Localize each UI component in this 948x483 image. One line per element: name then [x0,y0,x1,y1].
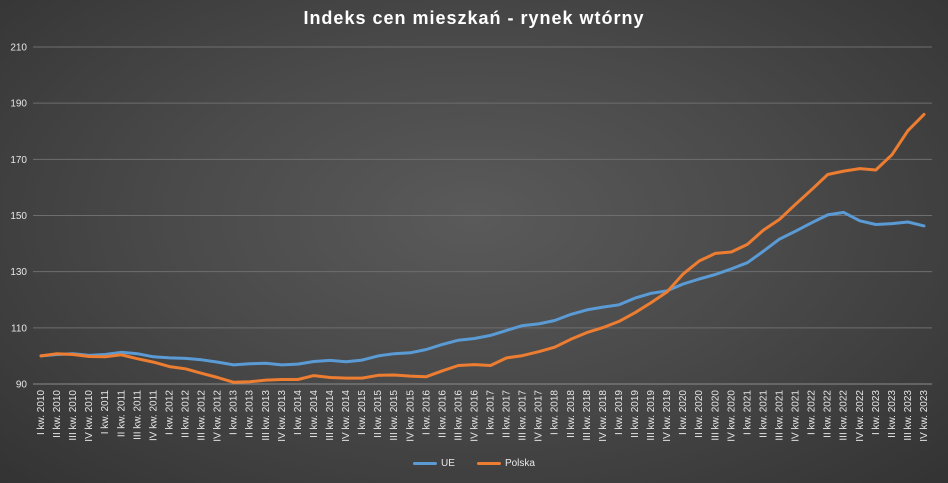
x-tick-label: IV kw. 2019 [662,390,673,442]
x-tick-label: IV kw. 2015 [405,390,416,442]
legend-label-ue: UE [441,458,455,469]
y-tick-label: 130 [10,267,27,278]
x-tick-label: IV kw. 2022 [855,390,866,442]
legend-entry-polska: Polska [476,458,535,469]
x-tick-label: II kw. 2011 [116,390,127,438]
series-line-ue [39,210,926,367]
y-tick-label: 150 [10,211,27,222]
x-tick-label: I kw. 2015 [357,390,368,435]
x-tick-label: II kw. 2020 [694,390,705,438]
x-tick-label: IV kw. 2013 [277,390,288,442]
x-tick-label: II kw. 2017 [502,390,513,438]
y-tick-label: 170 [10,155,27,166]
x-axis-tick-labels: I kw. 2010 II kw. 2010 III kw. 2010 IV kw. … [36,390,930,442]
x-tick-label: III kw. 2016 [453,390,464,441]
x-tick-label: I kw. 2020 [678,390,689,435]
x-tick-label: II kw. 2016 [437,390,448,438]
x-tick-label: III kw. 2012 [197,390,208,441]
chart-title: Indeks cen mieszkań - rynek wtórny [303,8,645,28]
x-tick-label: I kw. 2016 [421,390,432,435]
x-tick-label: II kw. 2012 [181,390,192,438]
x-tick-label: IV kw. 2021 [791,390,802,442]
legend-swatch-ue [413,462,438,465]
x-tick-label: II kw. 2015 [373,390,384,438]
legend: UE Polska [0,458,948,469]
legend-entry-ue: UE [413,458,455,469]
x-tick-label: III kw. 2021 [774,390,785,441]
y-tick-label: 190 [10,99,27,110]
x-tick-label: I kw. 2013 [229,390,240,435]
x-tick-label: II kw. 2021 [758,390,769,438]
x-tick-label: I kw. 2011 [100,390,111,435]
x-tick-label: II kw. 2014 [309,390,320,438]
x-tick-label: IV kw. 2020 [726,390,737,442]
x-tick-label: I kw. 2019 [614,390,625,435]
x-tick-label: IV kw. 2017 [534,390,545,442]
x-tick-label: I kw. 2018 [550,390,561,435]
x-tick-label: IV kw. 2011 [148,390,159,441]
legend-swatch-polska [476,462,501,465]
x-tick-label: I kw. 2023 [871,390,882,435]
x-tick-label: III kw. 2018 [582,390,593,441]
x-tick-label: III kw. 2017 [518,390,529,441]
legend-label-polska: Polska [504,458,535,469]
y-tick-label: 210 [10,43,27,54]
x-tick-label: IV kw. 2010 [84,390,95,442]
y-axis-tick-labels: 90 110 130 150 170 190 210 [10,43,27,391]
x-tick-label: IV kw. 2018 [598,390,609,442]
x-tick-label: III kw. 2015 [389,390,400,441]
x-tick-label: IV kw. 2016 [469,390,480,442]
x-tick-label: I kw. 2021 [742,390,753,435]
x-tick-label: I kw. 2017 [486,390,497,435]
x-tick-label: IV kw. 2023 [919,390,930,442]
x-tick-label: I kw. 2022 [807,390,818,435]
x-tick-label: I kw. 2014 [293,390,304,435]
x-tick-label: II kw. 2018 [566,390,577,438]
x-tick-label: II kw. 2023 [887,390,898,438]
x-tick-label: III kw. 2013 [261,390,272,441]
x-tick-label: II kw. 2010 [52,390,63,438]
x-tick-label: III kw. 2014 [325,390,336,441]
x-tick-label: II kw. 2013 [245,390,256,438]
x-tick-label: III kw. 2019 [646,390,657,441]
y-tick-label: 110 [11,323,27,334]
y-tick-label: 90 [16,380,28,391]
x-tick-label: III kw. 2010 [68,390,79,441]
x-tick-label: II kw. 2022 [823,390,834,438]
x-tick-label: II kw. 2019 [630,390,641,438]
x-tick-label: III kw. 2022 [839,390,850,441]
gridlines [33,46,932,385]
x-tick-label: III kw. 2011 [132,390,143,440]
series-lines [39,112,926,384]
x-tick-label: IV kw. 2014 [341,390,352,442]
x-tick-label: III kw. 2023 [903,390,914,441]
x-tick-label: III kw. 2020 [710,390,721,441]
x-tick-label: IV kw. 2012 [213,390,224,442]
series-line-polska [39,112,926,384]
x-tick-label: I kw. 2012 [164,390,175,435]
x-tick-label: I kw. 2010 [36,390,47,435]
